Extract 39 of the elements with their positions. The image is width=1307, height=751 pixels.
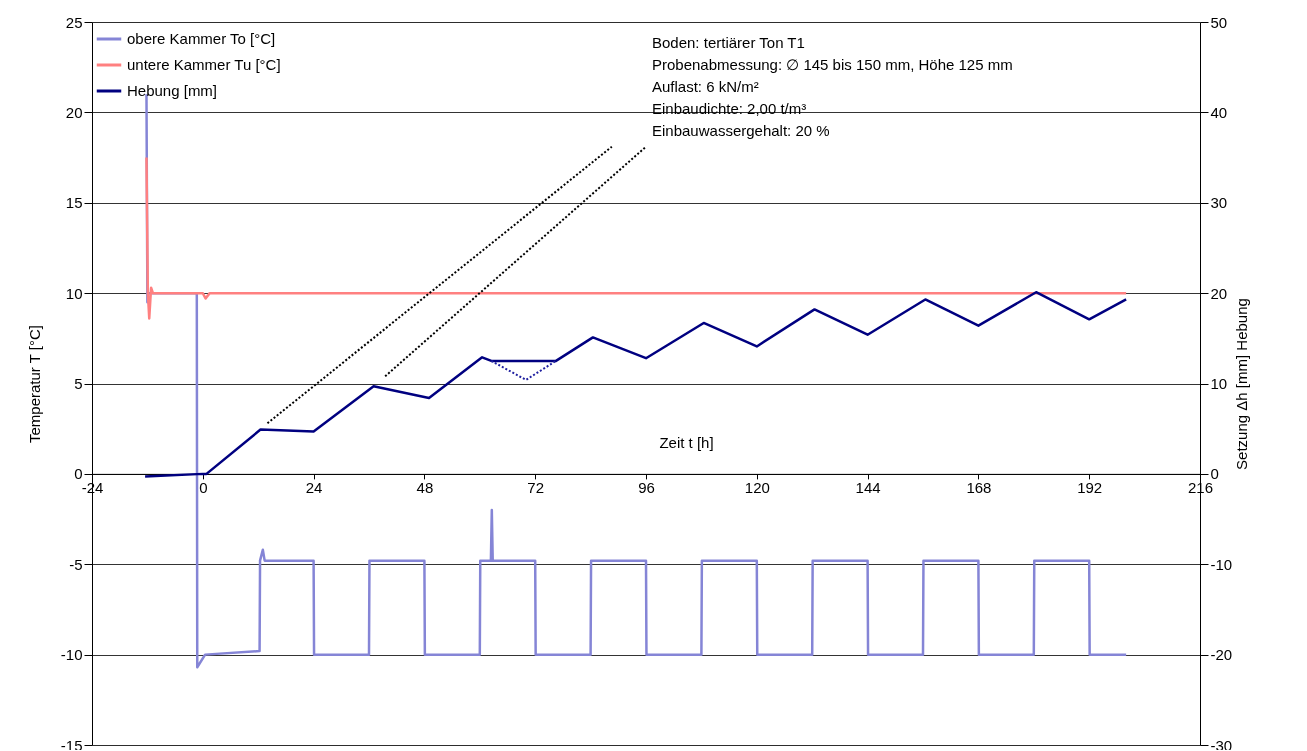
y-tick-label: -15 [60,736,83,751]
y-tick-label: 0 [74,465,83,483]
annotation: Probenabmessung: ∅ 145 bis 150 mm, Höhe 125 mm [652,56,1013,73]
annotation: Einbauwassergehalt: 20 % [652,122,830,139]
y2-axis-title: Setzung Δh [mm] Hebung [1233,298,1251,470]
line-series [145,156,1128,320]
y2-tick-label: -30 [1210,736,1233,751]
legend-label: obere Kammer To [°C] [127,30,276,47]
legend-label: Hebung [mm] [127,82,218,99]
x-tick-label: 72 [527,479,545,497]
x-axis-title: Zeit t [h] [659,434,714,452]
y2-tick-label: 40 [1210,103,1228,121]
y-tick-label: 20 [65,103,83,121]
x-tick-label: 96 [638,479,655,497]
y-tick-label: 5 [74,375,83,392]
y2-tick-label: 30 [1210,194,1228,212]
y-axis-title: Temperatur T [°C] [25,325,43,443]
x-tick-label: 0 [199,479,208,497]
x-tick-label: 144 [855,479,881,497]
y-tick-label: -10 [60,646,83,664]
y2-tick-label: 50 [1210,13,1228,31]
y2-tick-label: 20 [1210,284,1228,302]
y2-tick-label: -10 [1210,555,1233,573]
y-tick-label: -5 [69,555,83,573]
y-tick-label: 25 [65,13,83,31]
annotation: Boden: tertiärer Ton T1 [652,34,805,51]
x-tick-label: 120 [744,479,770,497]
x-tick-label: 168 [966,479,992,497]
x-tick-label: 48 [416,479,434,497]
y2-tick-label: 10 [1210,375,1228,392]
y-tick-label: 10 [65,284,83,302]
legend-label: untere Kammer Tu [°C] [127,56,281,73]
y2-tick-label: 0 [1210,465,1219,483]
line-series [143,290,1128,478]
y-tick-label: 15 [65,194,83,212]
annotation: Auflast: 6 kN/m² [652,78,759,95]
y2-tick-label: -20 [1210,646,1233,664]
x-tick-label: 24 [305,479,323,497]
x-tick-label: 192 [1077,479,1103,497]
